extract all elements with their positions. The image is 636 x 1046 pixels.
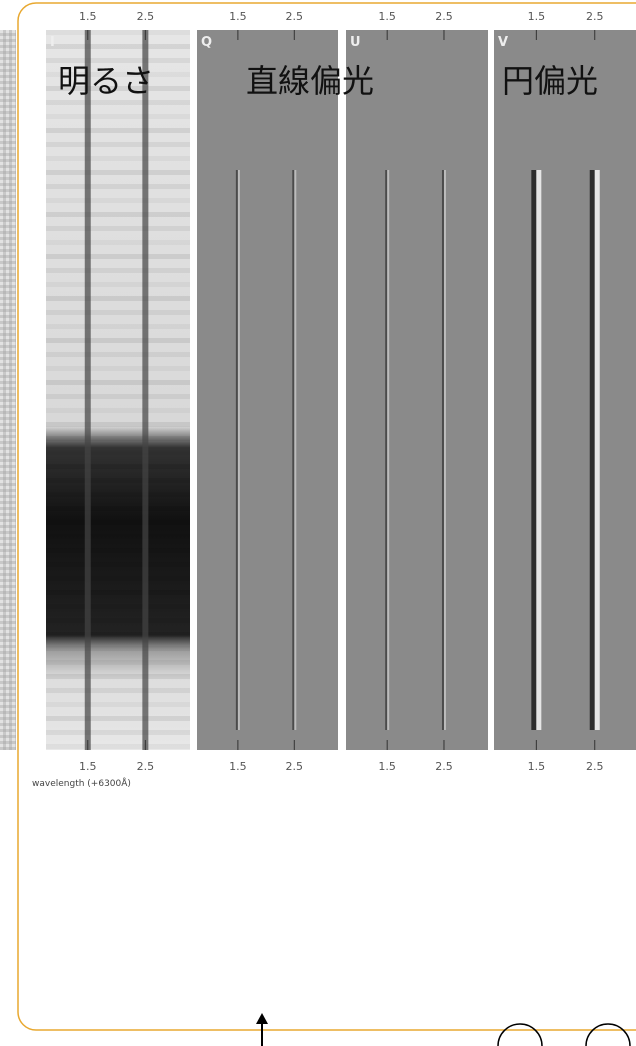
stripe — [46, 282, 190, 287]
stripe — [46, 114, 190, 119]
panel-letter: I — [50, 35, 55, 50]
stripe — [46, 100, 190, 105]
stripe — [46, 324, 190, 329]
stripe — [46, 198, 190, 203]
signal-dark — [385, 170, 387, 730]
panel-letter: U — [350, 35, 361, 50]
stripe — [46, 506, 190, 511]
stripe — [46, 296, 190, 301]
stripe — [46, 520, 190, 525]
stripe — [46, 576, 190, 581]
tick-label: 2.5 — [137, 760, 155, 773]
label: 明るさ — [58, 62, 154, 100]
tick-label: 2.5 — [586, 760, 604, 773]
panel — [197, 30, 338, 750]
tick-label: 2.5 — [137, 10, 155, 23]
stripe — [46, 394, 190, 399]
arrow-head — [256, 1013, 268, 1024]
tick-label: 1.5 — [528, 760, 546, 773]
panel-letter: Q — [201, 35, 212, 50]
stripe — [46, 380, 190, 385]
axis-label: wavelength (+6300Å) — [32, 777, 131, 789]
stripe — [46, 44, 190, 49]
stripe — [46, 310, 190, 315]
stripe — [46, 702, 190, 707]
signal-dark — [590, 170, 595, 730]
label: 円偏光 — [502, 62, 598, 100]
stripe — [46, 730, 190, 735]
tick-label: 1.5 — [528, 10, 546, 23]
signal-dark — [531, 170, 536, 730]
line-profile — [85, 30, 91, 750]
stripe — [46, 184, 190, 189]
stripe — [46, 590, 190, 595]
stripe — [46, 492, 190, 497]
stripe — [46, 240, 190, 245]
signal-dark — [236, 170, 238, 730]
stripe — [46, 716, 190, 721]
stripe — [46, 534, 190, 539]
tick-label: 2.5 — [286, 760, 304, 773]
stripe — [46, 674, 190, 679]
tick-label: 2.5 — [435, 760, 453, 773]
stripe — [46, 366, 190, 371]
stripe — [46, 128, 190, 133]
tick-label: 1.5 — [378, 760, 396, 773]
tick-label: 2.5 — [286, 10, 304, 23]
stripe — [46, 646, 190, 651]
panel — [346, 30, 488, 750]
stripe — [46, 142, 190, 147]
stripe — [46, 408, 190, 413]
stripe — [46, 548, 190, 553]
stripe — [46, 254, 190, 259]
stripe — [46, 632, 190, 637]
tick-label: 1.5 — [79, 760, 97, 773]
circle — [498, 1024, 542, 1046]
stripe — [46, 464, 190, 469]
stripe — [46, 618, 190, 623]
stripe — [46, 352, 190, 357]
tick-label: 1.5 — [229, 10, 247, 23]
stripe — [46, 268, 190, 273]
signal-dark — [292, 170, 294, 730]
tick-label: 2.5 — [435, 10, 453, 23]
stripe — [46, 422, 190, 427]
stripe — [46, 226, 190, 231]
stripe — [46, 688, 190, 693]
panel — [494, 30, 636, 750]
stripe — [46, 212, 190, 217]
stripe — [46, 338, 190, 343]
stripe — [46, 660, 190, 665]
tick-label: 1.5 — [378, 10, 396, 23]
line-profile — [142, 30, 148, 750]
signal-light — [387, 170, 389, 730]
panel — [46, 30, 190, 750]
stripe — [46, 744, 190, 749]
tick-label: 1.5 — [79, 10, 97, 23]
page: {"panels": [ {"letter": "I", "ticks_top"… — [0, 0, 636, 1046]
signal-dark — [442, 170, 444, 730]
signal-light — [294, 170, 296, 730]
stripe — [46, 30, 190, 35]
stripe — [46, 562, 190, 567]
signal-light — [238, 170, 240, 730]
stripe — [46, 604, 190, 609]
side-strip — [0, 30, 16, 750]
signal-light — [595, 170, 600, 730]
panel-letter: V — [498, 35, 508, 50]
stripe — [46, 170, 190, 175]
signal-light — [536, 170, 541, 730]
circle — [586, 1024, 630, 1046]
stripe — [46, 450, 190, 455]
stripe — [46, 436, 190, 441]
tick-label: 1.5 — [229, 760, 247, 773]
tick-label: 2.5 — [586, 10, 604, 23]
stripe — [46, 478, 190, 483]
signal-light — [444, 170, 446, 730]
label: 直線偏光 — [246, 62, 374, 100]
figure: I 1.5 1.5 2.5 2.5 Q 1.5 1.5 2.5 2.5 U 1.5 1.5 2.5 2.5 V… — [0, 0, 636, 1046]
stripe — [46, 156, 190, 161]
